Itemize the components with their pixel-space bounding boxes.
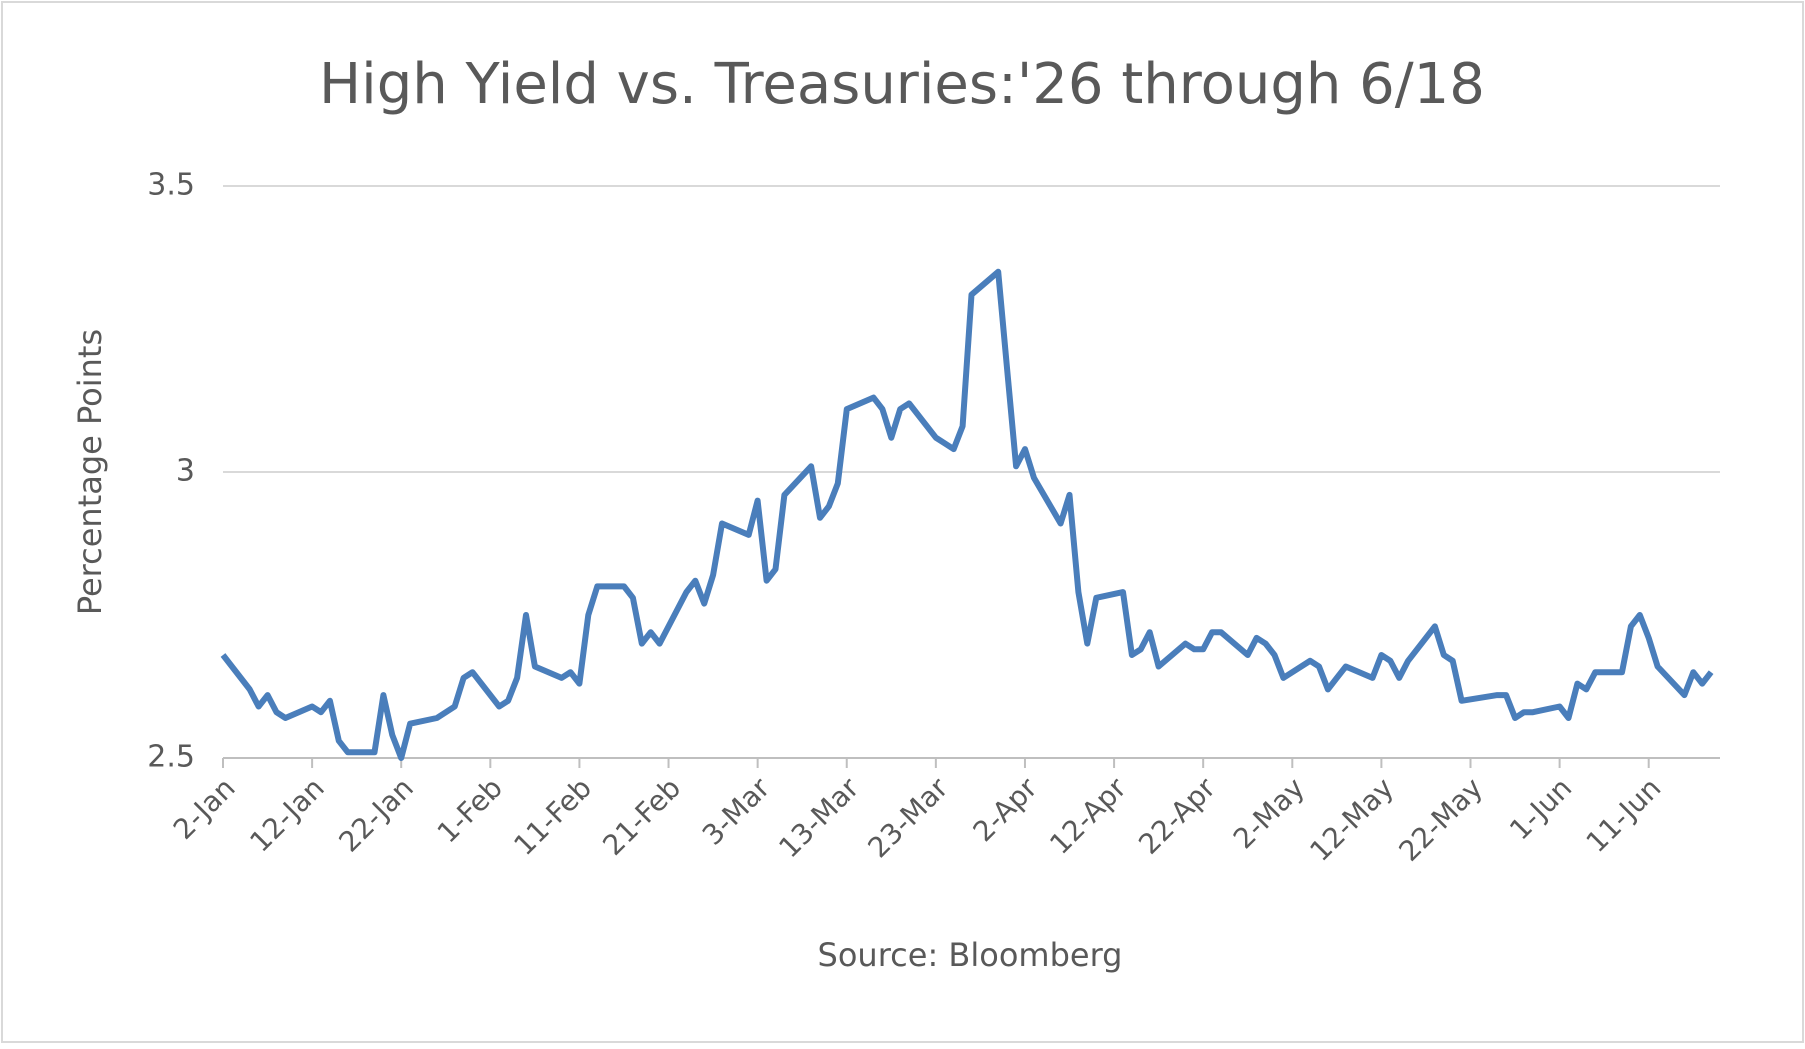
y-tick-label: 3.5 [147,168,195,203]
chart-title: High Yield vs. Treasuries:'26 through 6/… [319,52,1485,117]
x-axis-label: Source: Bloomberg [818,936,1123,974]
data-line [220,268,1714,761]
y-axis-label: Percentage Points [71,329,109,615]
y-tick-label: 2.5 [147,740,195,775]
y-tick-label: 3 [176,454,195,489]
